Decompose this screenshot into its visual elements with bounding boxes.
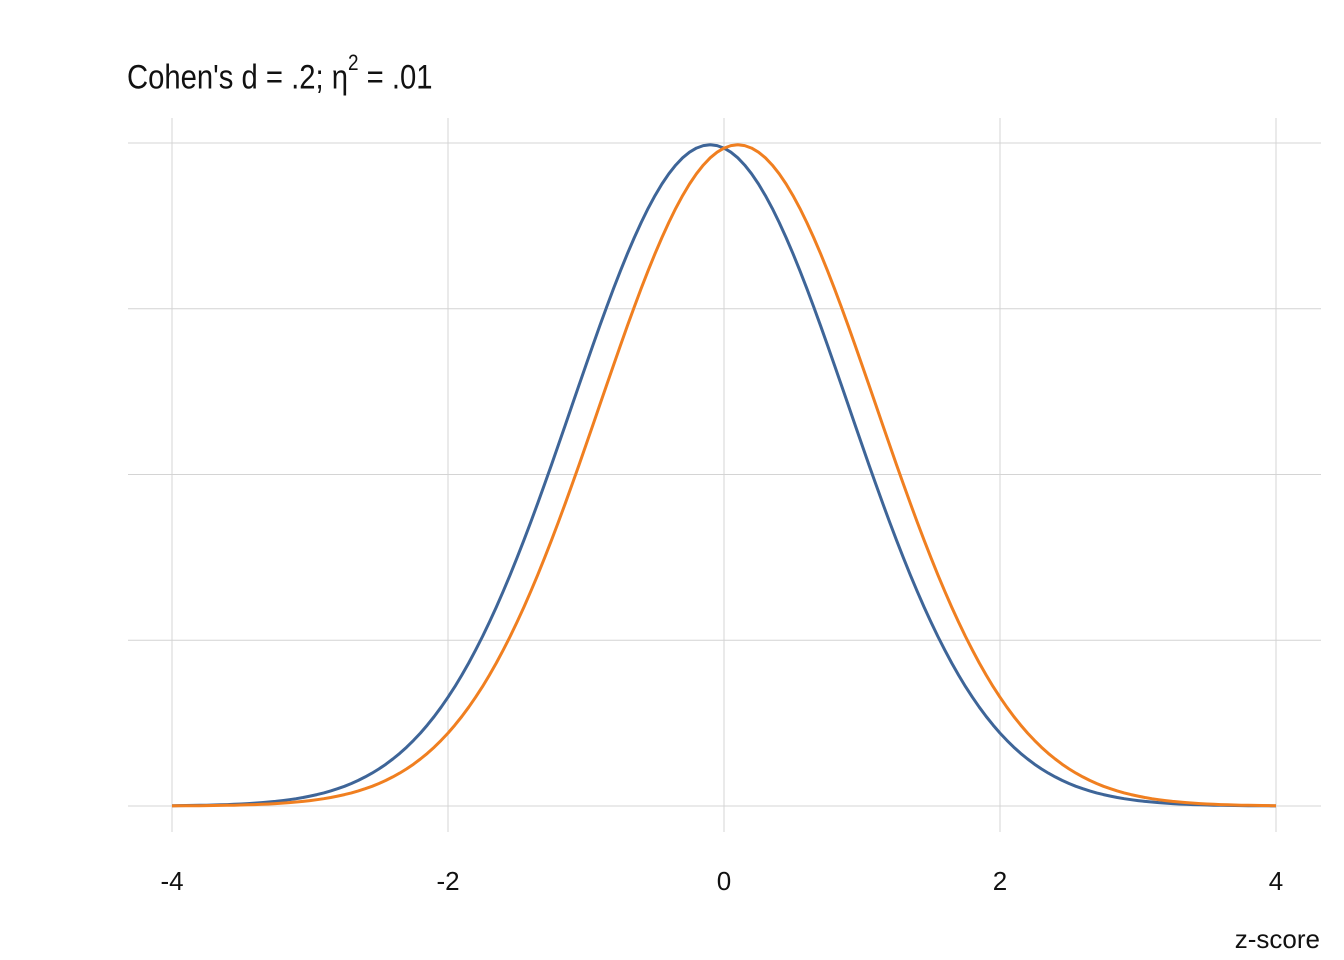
series-lines: [171, 143, 1277, 808]
x-tick-label: -2: [436, 866, 459, 896]
x-tick-label: 4: [1269, 866, 1283, 896]
gridlines: [128, 118, 1321, 832]
title-suffix: = .01: [358, 58, 433, 97]
title-superscript: 2: [347, 50, 359, 75]
x-tick-labels: -4 -2 0 2 4: [160, 866, 1283, 896]
series-line-1: [171, 143, 1277, 808]
x-axis-label: z-score: [1235, 924, 1320, 954]
x-tick-label: 2: [993, 866, 1007, 896]
chart-title: Cohen's d = .2; η2 = .01: [127, 50, 433, 97]
x-tick-label: 0: [717, 866, 731, 896]
title-text: Cohen's d = .2;: [127, 58, 332, 97]
title-eta: η: [331, 58, 348, 97]
x-tick-label: -4: [160, 866, 183, 896]
